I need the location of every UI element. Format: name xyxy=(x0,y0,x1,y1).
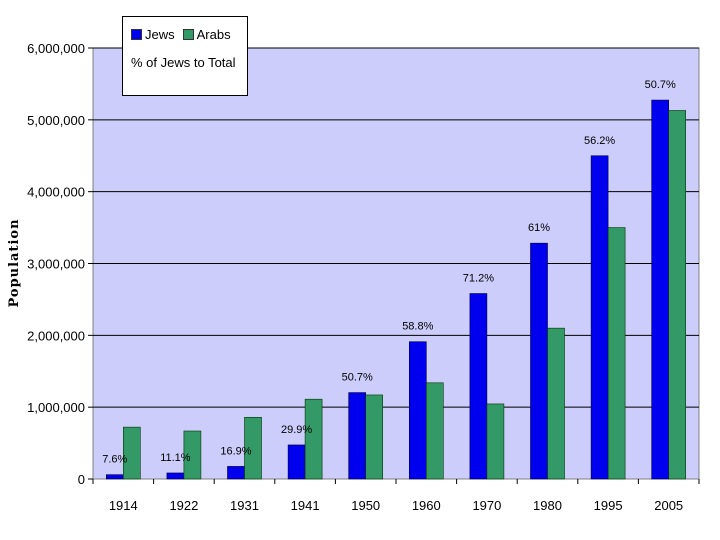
legend-label-jews: Jews xyxy=(145,27,175,42)
y-tick-label: 2,000,000 xyxy=(27,328,85,343)
y-axis-label: Population xyxy=(7,218,22,307)
bar-jews xyxy=(408,341,427,480)
x-tick-label: 1922 xyxy=(169,498,198,513)
bar-arabs xyxy=(668,110,687,480)
legend-note-text: % of Jews to Total xyxy=(131,55,236,70)
legend-swatch-jews xyxy=(131,29,142,40)
y-tick-label: 3,000,000 xyxy=(27,257,85,272)
percent-label: 58.8% xyxy=(402,321,433,333)
percent-label: 56.2% xyxy=(584,135,615,147)
percent-label: 11.1% xyxy=(160,452,191,464)
bar-jews xyxy=(348,392,367,480)
bar-jews xyxy=(530,242,548,480)
percent-label: 71.2% xyxy=(463,273,494,285)
bar-arabs xyxy=(425,382,444,480)
x-axis-ticks: 1914 1922 1931 1941 1950 1960 1970 1980 1995 2005 xyxy=(92,479,700,513)
x-tick-label: 1914 xyxy=(109,498,138,513)
x-tick-label: 1960 xyxy=(412,498,441,513)
percent-label: 61% xyxy=(528,222,550,234)
bar-jews xyxy=(227,466,245,480)
bar-jews xyxy=(287,444,306,480)
x-tick-label: 2005 xyxy=(654,498,683,513)
y-tick-label: 0 xyxy=(78,472,85,487)
bar-arabs xyxy=(365,394,384,480)
percent-label: 16.9% xyxy=(220,445,251,457)
percent-label: 50.7% xyxy=(645,79,676,91)
bar-arabs xyxy=(183,430,202,480)
bar-jews xyxy=(106,474,124,480)
bar-arabs xyxy=(607,227,626,480)
legend-series-row: Jews Arabs xyxy=(131,27,231,42)
bar-arabs xyxy=(486,403,505,480)
bar-arabs xyxy=(547,327,565,480)
x-tick-label: 1931 xyxy=(230,498,259,513)
x-tick-label: 1950 xyxy=(351,498,380,513)
bars xyxy=(106,99,687,480)
bar-jews xyxy=(590,155,609,480)
legend-label-arabs: Arabs xyxy=(196,27,231,42)
y-axis-ticks: 0 1,000,000 2,000,000 3,000,000 4,000,000 5,0… xyxy=(27,41,93,487)
y-tick-label: 6,000,000 xyxy=(27,41,85,56)
bar-jews xyxy=(651,99,670,480)
percent-label: 50.7% xyxy=(342,372,373,384)
y-tick-label: 5,000,000 xyxy=(27,113,85,128)
bar-jews xyxy=(166,472,185,480)
x-tick-label: 1941 xyxy=(291,498,320,513)
bar-jews xyxy=(469,293,488,480)
x-tick-label: 1995 xyxy=(594,498,623,513)
bar-arabs xyxy=(123,426,141,480)
y-tick-label: 4,000,000 xyxy=(27,185,85,200)
percent-label: 7.6% xyxy=(102,454,127,466)
percent-labels: 7.6% 11.1% 16.9% 29.9% 50.7% 58.8% 71.2% 61% 56.… xyxy=(102,79,676,466)
y-tick-label: 1,000,000 xyxy=(27,400,85,415)
x-tick-label: 1980 xyxy=(533,498,562,513)
x-tick-label: 1970 xyxy=(472,498,501,513)
legend: Jews Arabs % of Jews to Total xyxy=(122,16,248,96)
bar-arabs xyxy=(244,416,262,480)
percent-label: 29.9% xyxy=(281,424,312,436)
legend-note: % of Jews to Total xyxy=(131,55,236,70)
bar-arabs xyxy=(304,398,323,480)
legend-swatch-arabs xyxy=(182,29,194,40)
